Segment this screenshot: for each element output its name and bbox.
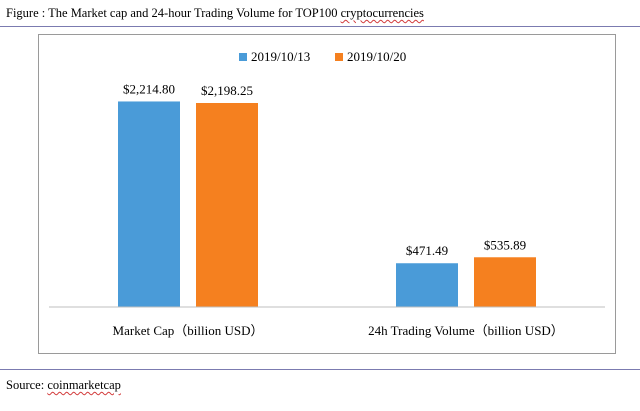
bar-1-1 — [118, 101, 180, 308]
bar-1-2 — [196, 103, 258, 307]
legend-swatch-1 — [239, 53, 247, 61]
figure-caption-text: Figure : The Market cap and 24-hour Trad… — [6, 6, 341, 20]
category-label-2: 24h Trading Volume（billion USD） — [368, 323, 564, 338]
figure-caption-keyword: cryptocurrencies — [340, 6, 424, 20]
bar-2-1 — [396, 263, 458, 307]
legend-label-2: 2019/10/20 — [347, 49, 406, 64]
source-name: coinmarketcap — [47, 378, 121, 392]
data-label-1-1: $2,214.80 — [123, 81, 175, 96]
data-label-2-1: $471.49 — [406, 243, 448, 258]
source-note: Source: coinmarketcap — [6, 378, 121, 393]
source-label: Source: — [6, 378, 48, 392]
legend-swatch-2 — [335, 53, 343, 61]
category-label-1: Market Cap（billion USD） — [113, 323, 264, 338]
data-label-1-2: $2,198.25 — [201, 83, 253, 98]
legend-label-1: 2019/10/13 — [251, 49, 310, 64]
figure-caption: Figure : The Market cap and 24-hour Trad… — [6, 6, 424, 21]
bar-chart: 2019/10/13 2019/10/20 $2,214.80 $2,198.25 Ma… — [49, 49, 605, 338]
top-divider — [0, 26, 640, 27]
chart-frame: 2019/10/13 2019/10/20 $2,214.80 $2,198.25 Ma… — [38, 34, 616, 354]
data-label-2-2: $535.89 — [484, 237, 526, 252]
bar-2-2 — [474, 257, 536, 307]
bottom-divider — [0, 369, 640, 370]
